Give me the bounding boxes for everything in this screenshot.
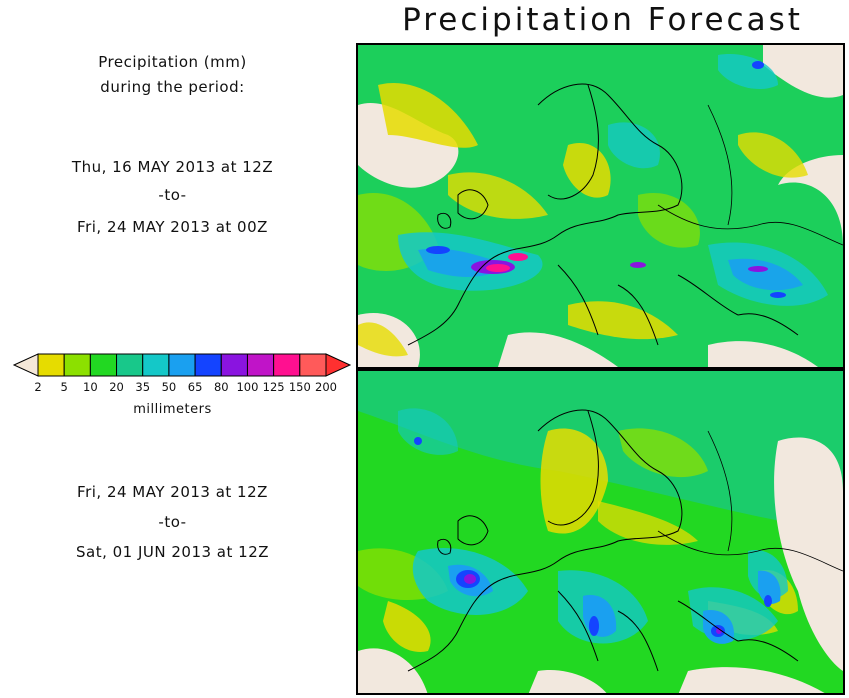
legend-arrow-low <box>12 353 39 377</box>
period-2-start: Fri, 24 MAY 2013 at 12Z <box>77 483 268 501</box>
period-1-separator: -to- <box>158 186 187 204</box>
legend-swatch <box>37 353 65 377</box>
legend-colorbar: 2 5 10 20 35 50 65 80 100 125 150 200 <box>12 353 352 394</box>
legend-arrow-high <box>325 353 352 377</box>
legend-units-label: millimeters <box>133 402 212 417</box>
period-2-separator: -to- <box>158 513 187 531</box>
legend-tick-label: 200 <box>315 380 337 394</box>
legend-swatch <box>246 353 275 377</box>
legend-swatch <box>63 353 91 377</box>
precipitation-map-period-1 <box>356 43 845 369</box>
legend-tick-label: 150 <box>289 380 311 394</box>
legend-swatch <box>273 353 301 377</box>
legend-swatch <box>116 353 144 377</box>
legend-swatch <box>142 353 170 377</box>
legend-tick-label: 2 <box>34 380 41 394</box>
legend-tick-label: 50 <box>162 380 177 394</box>
legend-tick-label: 65 <box>188 380 203 394</box>
legend-tick-label: 5 <box>61 380 68 394</box>
legend-swatch <box>299 353 327 377</box>
legend-tick-label: 100 <box>236 380 258 394</box>
color-legend: 2 5 10 20 35 50 65 80 100 125 150 200 <box>12 352 352 422</box>
description-line-2: during the period: <box>100 78 245 96</box>
period-2-end: Sat, 01 JUN 2013 at 12Z <box>75 543 270 561</box>
legend-swatch <box>168 353 196 377</box>
page-title: Precipitation Forecast <box>402 2 803 38</box>
legend-tick-label: 20 <box>109 380 124 394</box>
legend-swatch <box>89 353 118 377</box>
legend-tick-label: 125 <box>263 380 285 394</box>
legend-swatch <box>194 353 222 377</box>
legend-tick-label: 10 <box>83 380 98 394</box>
period-1-end: Fri, 24 MAY 2013 at 00Z <box>77 218 268 236</box>
legend-swatch <box>220 353 248 377</box>
precipitation-map-period-2 <box>356 369 845 695</box>
legend-tick-label: 35 <box>135 380 150 394</box>
period-1-start: Thu, 16 MAY 2013 at 12Z <box>71 158 274 176</box>
legend-tick-label: 80 <box>214 380 229 394</box>
description-line-1: Precipitation (mm) <box>98 53 247 71</box>
